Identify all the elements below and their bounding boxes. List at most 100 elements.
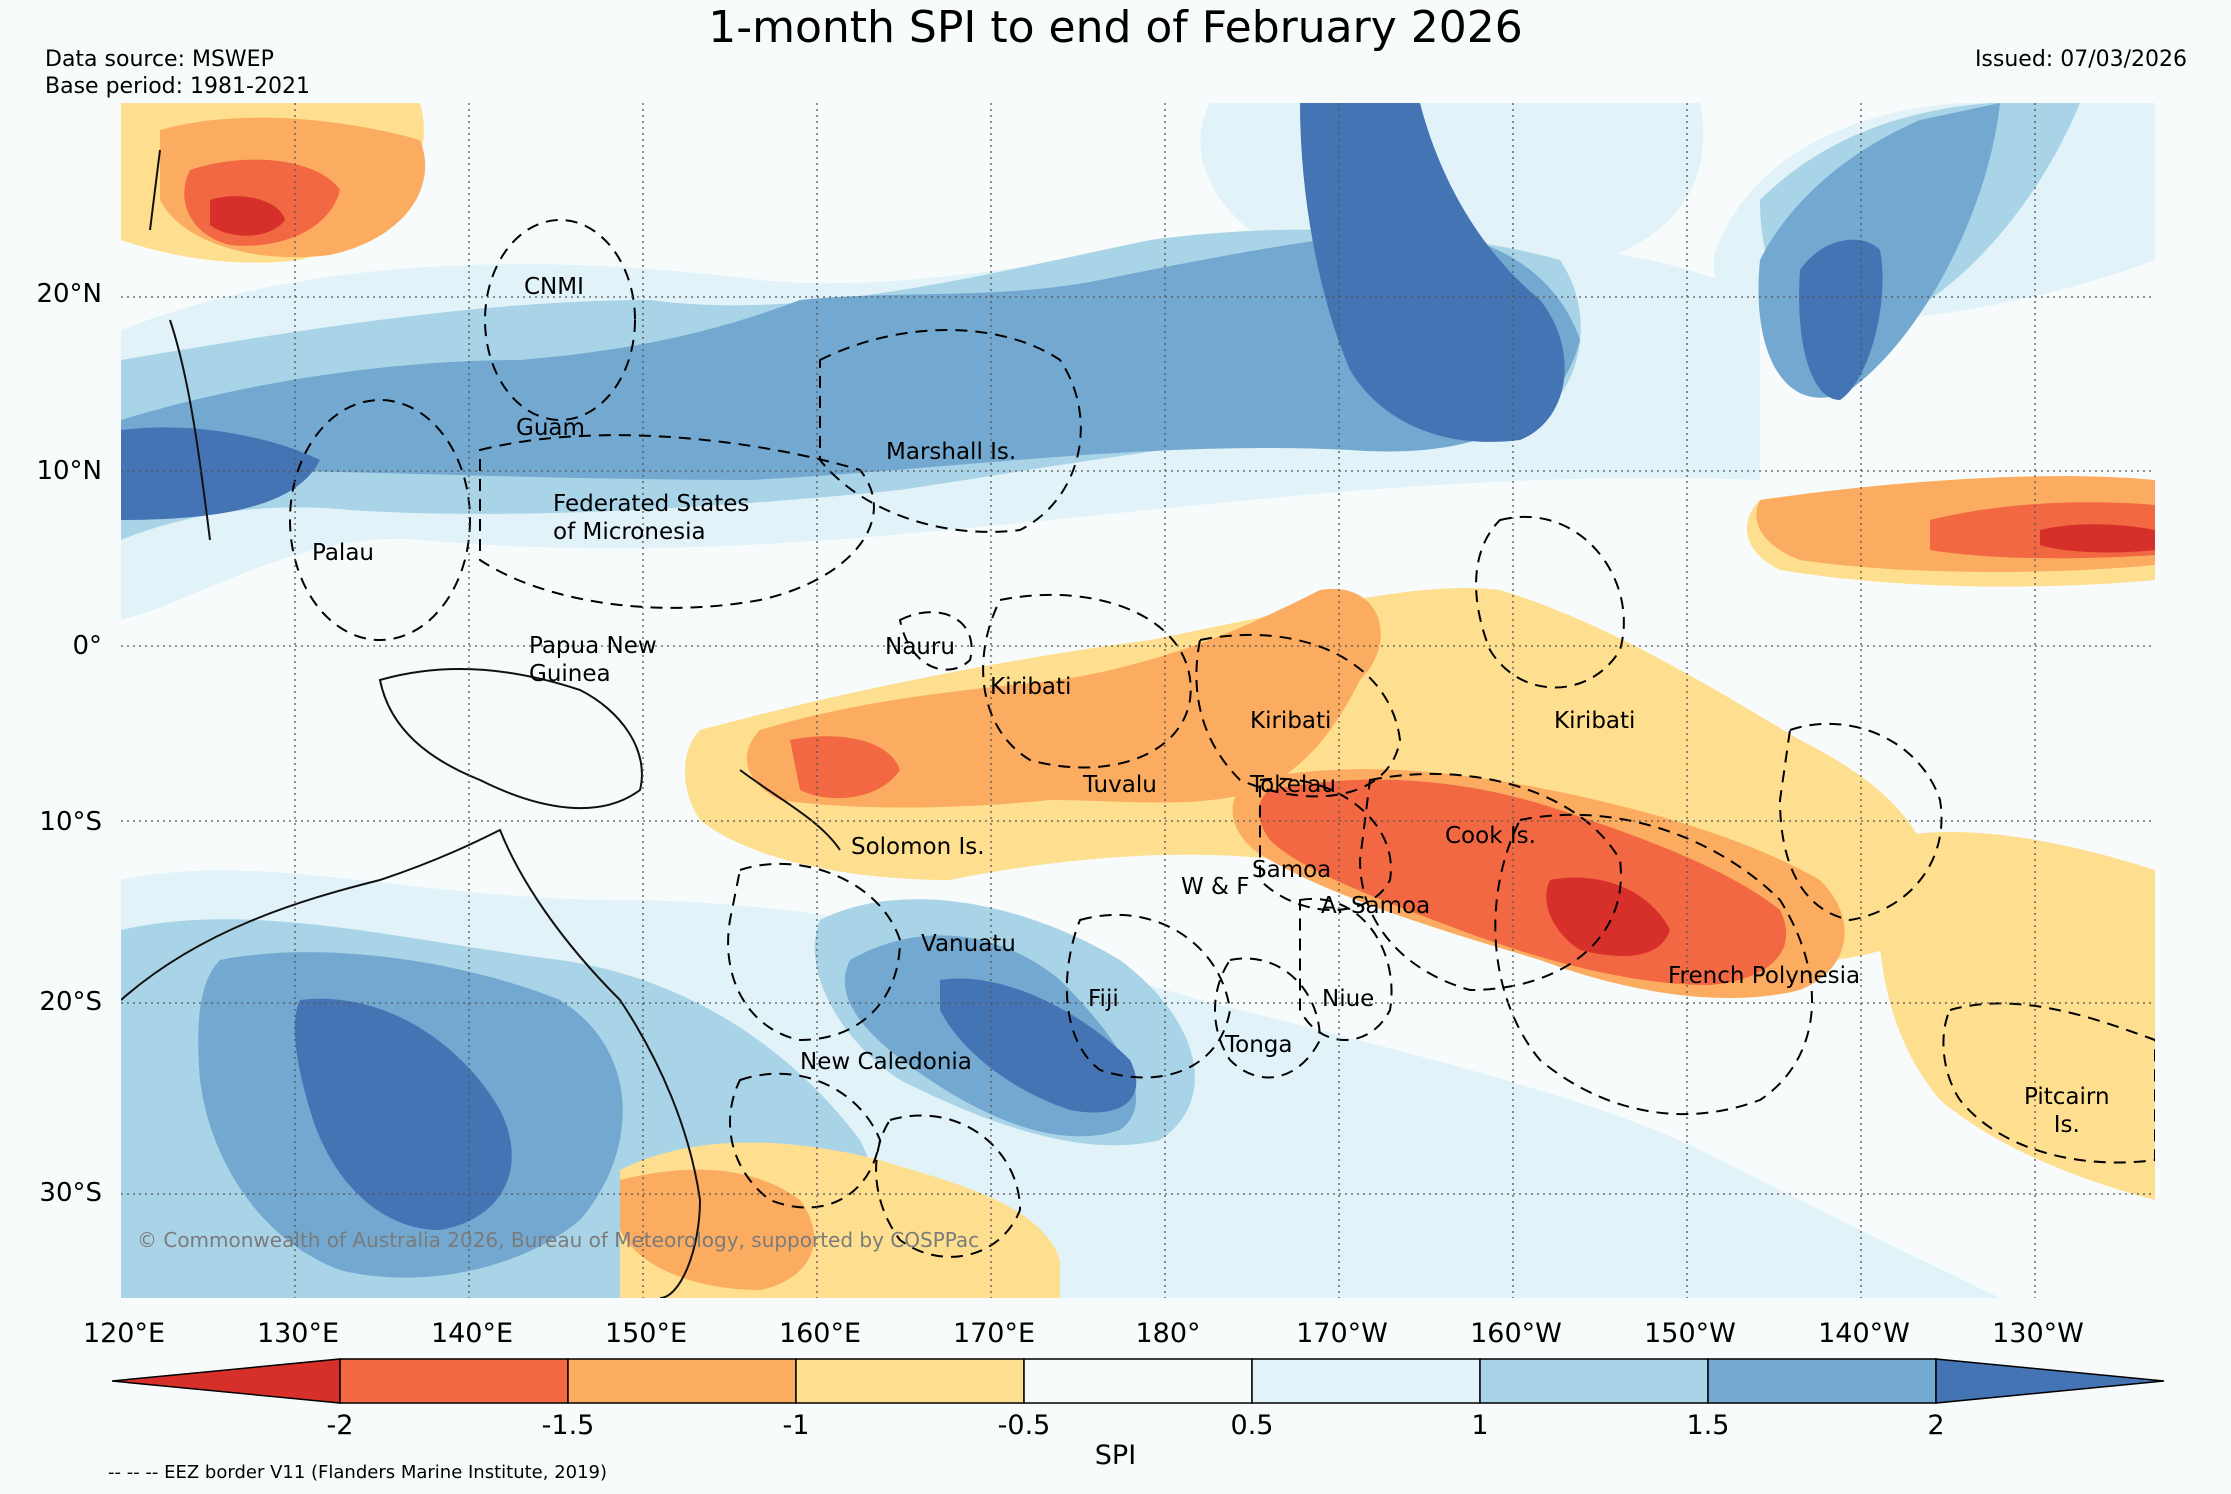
new-guinea-coastline	[378, 668, 643, 810]
spi-yellow-region	[1877, 831, 2155, 1200]
colorbar-swatch	[1707, 1358, 1937, 1404]
place-label-marshall-islands: Marshall Is.	[886, 439, 1017, 465]
colorbar-swatch	[1251, 1358, 1481, 1404]
latitude-label: 10°N	[36, 456, 102, 486]
latitude-label: 20°N	[36, 279, 102, 309]
spi-red-region	[210, 196, 285, 236]
spi-darkest-blue-region	[121, 427, 320, 520]
colorbar-swatch	[1023, 1358, 1253, 1404]
latitude-label: 0°	[72, 631, 102, 661]
spi-red-region	[2040, 524, 2155, 553]
eez-border	[729, 1072, 882, 1209]
graticule	[121, 103, 2155, 1298]
eez-border	[875, 1114, 1022, 1258]
colorbar-swatch	[339, 1358, 569, 1404]
colorbar-swatch	[795, 1358, 1025, 1404]
colorbar-tick-label: -0.5	[997, 1410, 1051, 1441]
spi-darkest-blue-region	[1300, 103, 1565, 442]
place-label-tuvalu: Tuvalu	[1083, 772, 1157, 798]
colorbar-tick-label: -1	[782, 1410, 810, 1441]
eez-border	[819, 329, 1082, 533]
latitude-label: 30°S	[39, 1178, 102, 1208]
spi-darkest-blue-region	[294, 998, 512, 1230]
map-metadata-left: Data source: MSWEP Base period: 1981-202…	[45, 46, 310, 100]
eez-border	[289, 399, 471, 641]
place-label-niue: Niue	[1322, 986, 1375, 1012]
colorbar-swatch	[111, 1358, 341, 1404]
eez-border	[1494, 813, 1814, 1116]
place-label-fiji: Fiji	[1088, 986, 1119, 1012]
place-label-american-samoa: A. Samoa	[1321, 893, 1431, 919]
map-field	[121, 103, 2155, 1298]
issued-date: Issued: 07/03/2026	[1974, 47, 2187, 72]
eez-border	[1358, 772, 1622, 992]
place-label-kiribati: Kiribati	[990, 674, 1072, 700]
place-label-nauru: Nauru	[885, 634, 955, 660]
place-label-palau: Palau	[312, 540, 374, 566]
eez-border	[1259, 777, 1392, 911]
longitude-label: 170°E	[952, 1318, 1036, 1349]
colorbar-swatch	[567, 1358, 797, 1404]
place-label-guam: Guam	[516, 415, 585, 441]
place-label-cook-islands: Cook Is.	[1445, 823, 1536, 849]
longitude-label: 140°E	[430, 1318, 514, 1349]
eez-border	[484, 219, 636, 421]
colorbar	[111, 1358, 2165, 1404]
place-label-samoa: Samoa	[1252, 857, 1332, 883]
spi-darkest-blue-region	[1799, 239, 1883, 400]
spi-red-region	[1546, 877, 1670, 956]
eez-border	[1195, 633, 1402, 798]
data-source: Data source: MSWEP	[45, 47, 274, 72]
place-label-wallis-futuna: W & F	[1181, 874, 1250, 900]
place-label-kiribati: Kiribati	[1250, 708, 1332, 734]
solomon-islands-coastline	[739, 769, 841, 851]
spi-orange-region	[746, 588, 1381, 808]
australia-coastline	[121, 828, 702, 1298]
longitude-label: 180°	[1135, 1318, 1201, 1349]
colorbar-tick-label: 1.5	[1686, 1410, 1730, 1441]
place-label-vanuatu: Vanuatu	[921, 931, 1016, 957]
copyright-notice: © Commonwealth of Australia 2026, Bureau…	[137, 1228, 980, 1252]
longitude-label: 150°W	[1644, 1318, 1736, 1349]
place-label-papua-new-guinea: Papua New Guinea	[529, 633, 657, 687]
place-label-french-polynesia: French Polynesia	[1668, 963, 1861, 989]
colorbar-tick-label: -1.5	[541, 1410, 595, 1441]
spi-dark-blue-region	[121, 230, 1580, 490]
longitude-label: 170°W	[1296, 1318, 1388, 1349]
colorbar-swatch	[1935, 1358, 2165, 1404]
place-label-new-caledonia: New Caledonia	[800, 1049, 972, 1075]
colorbar-tick-label: 1	[1471, 1410, 1489, 1441]
longitude-label: 120°E	[82, 1318, 166, 1349]
colorbar-tick-label: 0.5	[1230, 1410, 1274, 1441]
eez-border	[1214, 957, 1322, 1079]
longitude-label: 160°E	[778, 1318, 862, 1349]
philippines-coastline	[149, 149, 211, 541]
eez-border	[1778, 722, 1943, 922]
place-label-kiribati: Kiribati	[1554, 708, 1636, 734]
longitude-label: 130°W	[1992, 1318, 2084, 1349]
eez-border-note: -- -- -- EEZ border V11 (Flanders Marine…	[108, 1462, 608, 1483]
latitude-label: 20°S	[39, 987, 102, 1017]
place-label-cnmi: CNMI	[524, 274, 584, 300]
longitude-label: 140°W	[1818, 1318, 1910, 1349]
place-label-tonga: Tonga	[1225, 1032, 1293, 1058]
longitude-label: 160°W	[1470, 1318, 1562, 1349]
colorbar-tick-label: -2	[326, 1410, 354, 1441]
base-period: Base period: 1981-2021	[45, 74, 310, 99]
place-label-pitcairn-islands: Pitcairn Is.	[2024, 1084, 2110, 1138]
latitude-label: 10°S	[39, 807, 102, 837]
spi-darkest-blue-region	[940, 978, 1137, 1113]
eez-border	[982, 593, 1192, 769]
place-label-tokelau: Tokelau	[1250, 772, 1336, 798]
coastlines	[121, 149, 841, 1298]
eez-border	[898, 611, 973, 671]
eez-border	[1299, 897, 1393, 1041]
colorbar-label: SPI	[1094, 1440, 1137, 1471]
page-title: 1-month SPI to end of February 2026	[708, 2, 1523, 53]
longitude-label: 150°E	[604, 1318, 688, 1349]
colorbar-swatch	[1479, 1358, 1709, 1404]
eez-border	[727, 862, 902, 1042]
eez-border	[479, 434, 875, 609]
spi-orange-region	[620, 1169, 815, 1290]
